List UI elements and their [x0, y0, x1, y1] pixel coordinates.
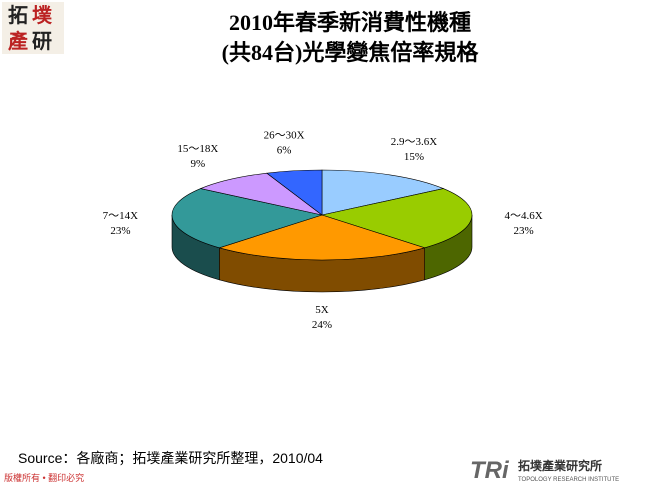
logo-char: 墣 [32, 4, 53, 27]
value-label: 23% [110, 225, 130, 237]
copyright: 版權所有 • 翻印必究 [4, 472, 84, 483]
value-label: 23% [514, 225, 534, 237]
value-label: 24% [312, 319, 332, 331]
chart-title: 2010年春季新消費性機種 [229, 10, 471, 35]
slice [199, 172, 323, 216]
brand-logo: TRi [470, 457, 510, 484]
chart-title: (共84台)光學變焦倍率規格 [222, 40, 480, 65]
slice-label: 2.9～3.6X [391, 136, 437, 148]
slice [266, 169, 323, 216]
slice [321, 169, 445, 216]
brand-en: TOPOLOGY RESEARCH INSTITUTE [518, 477, 619, 483]
logo-char: 研 [32, 31, 52, 53]
value-label: 9% [191, 158, 206, 170]
brand-name: 拓墣產業研究所 [518, 458, 602, 473]
value-label: 15% [404, 151, 424, 163]
slice-label: 15～18X [177, 143, 218, 155]
logo-char: 產 [8, 29, 28, 53]
slice-label: 5X [315, 304, 329, 316]
source-note: Source：各廠商；拓墣產業研究所整理，2010/04 [18, 450, 323, 467]
slice-label: 26～30X [264, 129, 305, 141]
logo-box [2, 2, 64, 54]
slice [171, 188, 324, 249]
slice-label: 7～14X [103, 210, 138, 222]
slice [218, 214, 426, 261]
logo-char: 拓 [8, 4, 28, 27]
slice-label: 4～4.6X [504, 210, 542, 222]
slice [320, 188, 473, 249]
value-label: 6% [277, 144, 292, 156]
